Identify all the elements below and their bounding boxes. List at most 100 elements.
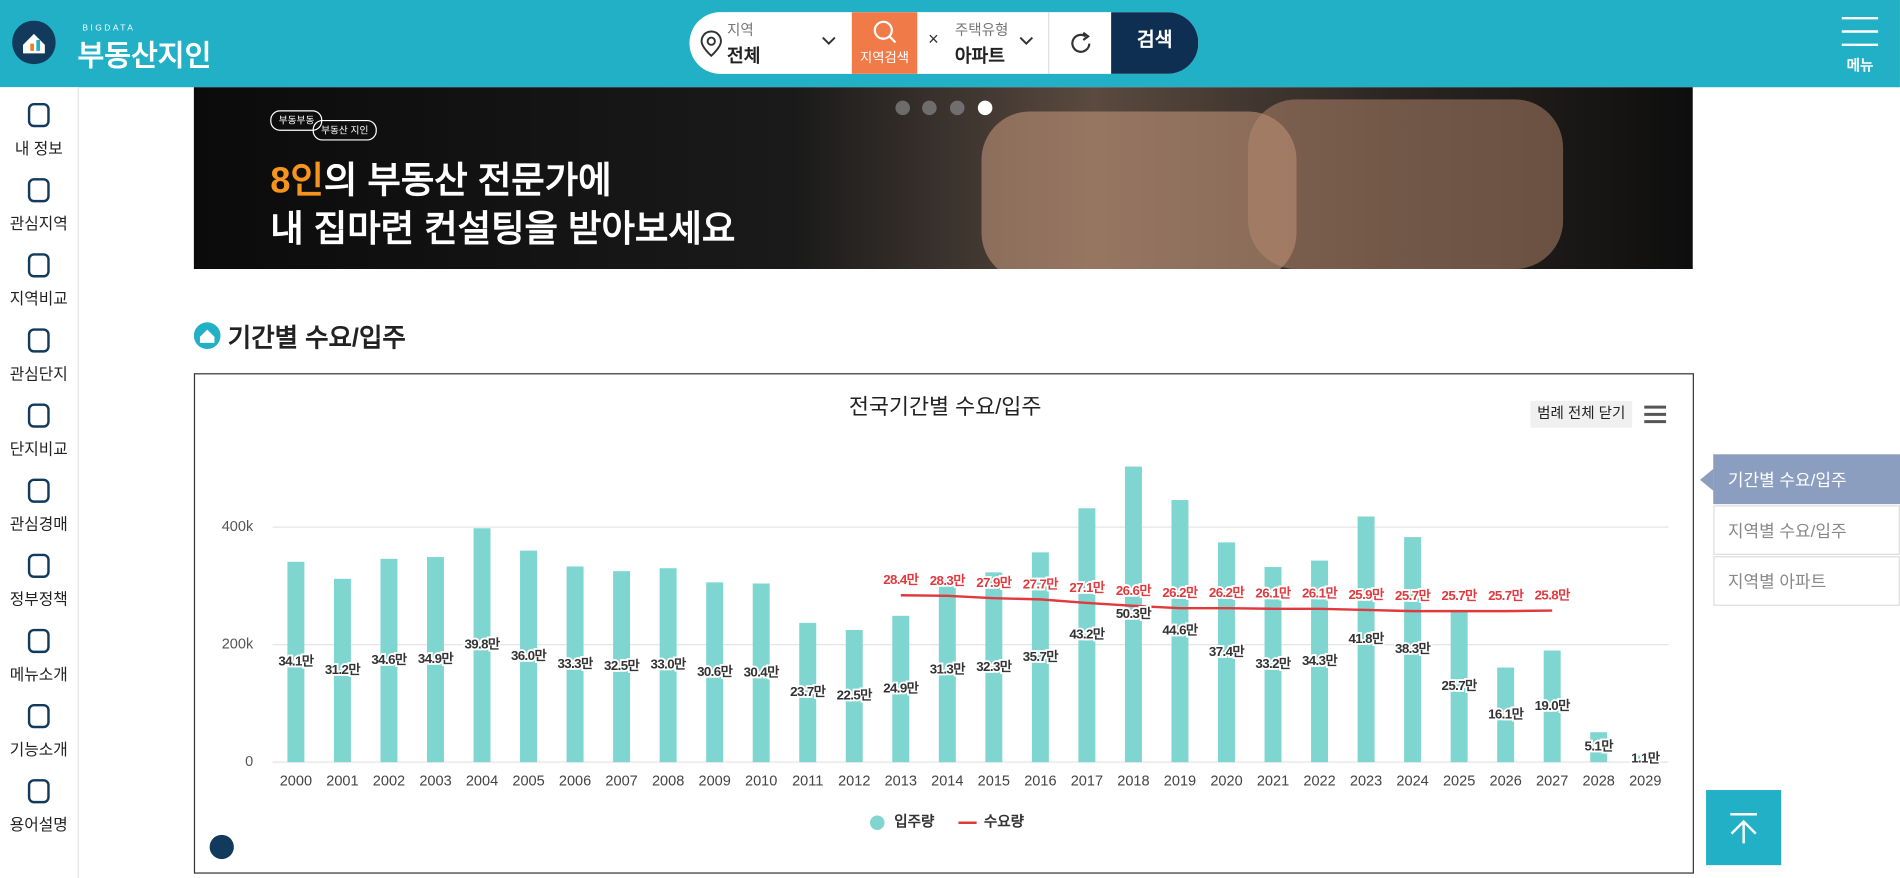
- bar: [938, 578, 956, 763]
- sidebar-item[interactable]: 관심경매: [0, 475, 78, 534]
- bar: [1311, 560, 1329, 763]
- bar: [1171, 500, 1189, 763]
- sidebar-item[interactable]: 관심단지: [0, 325, 78, 384]
- region-label: 지역: [727, 21, 754, 39]
- region-search-button[interactable]: 지역검색: [851, 12, 918, 74]
- sidebar-item[interactable]: 메뉴소개: [0, 625, 78, 684]
- data-label: 28.4만: [883, 572, 919, 587]
- logo-small: BIGDATA: [82, 24, 136, 33]
- sidebar-label[interactable]: 지역비교: [9, 289, 68, 308]
- right-nav-item[interactable]: 지역별 아파트: [1713, 556, 1900, 606]
- chart-logo: [209, 834, 234, 860]
- x-tick-label: 2001: [326, 773, 358, 789]
- data-label: 33.0만: [651, 657, 687, 672]
- data-label: 33.2만: [1255, 656, 1291, 671]
- sidebar-item[interactable]: 정부정책: [0, 550, 78, 609]
- legend-toggle-button[interactable]: [1530, 401, 1633, 428]
- data-label: 25.7만: [1442, 678, 1478, 693]
- sidebar-label[interactable]: 용어설명: [9, 815, 68, 834]
- bar: [1450, 611, 1468, 763]
- menu-label[interactable]: 메뉴: [1846, 56, 1874, 74]
- carousel-dots[interactable]: [891, 97, 1000, 119]
- legend-swatch: [870, 815, 885, 831]
- sidebar-item[interactable]: 관심지역: [0, 174, 78, 233]
- data-label: 31.2만: [325, 662, 361, 677]
- x-tick-label: 2010: [745, 773, 777, 789]
- data-label: 30.6만: [697, 664, 733, 679]
- data-label: 26.1만: [1255, 586, 1291, 601]
- chevron[interactable]: [820, 35, 837, 47]
- x-tick-label: 2023: [1350, 773, 1382, 789]
- menu-icon[interactable]: [1841, 16, 1880, 48]
- legend-toggle-label[interactable]: 범례 전체 닫기: [1537, 405, 1625, 422]
- sidebar-item[interactable]: 단지비교: [0, 400, 78, 459]
- sidebar-item[interactable]: 기능소개: [0, 700, 78, 759]
- scroll-top-button[interactable]: [1706, 790, 1782, 866]
- banner[interactable]: 부동부동 부동산 지인 8인의 부동산 전문가에 내 집마련 컨설팅을 받아보세…: [193, 87, 1693, 269]
- divider: [1048, 12, 1050, 74]
- right-nav-item[interactable]: 지역별 수요/입주: [1713, 505, 1900, 555]
- search-button[interactable]: 검색: [1111, 12, 1199, 74]
- x-tick-label: 2015: [978, 773, 1010, 789]
- chart: 전국기간별 수요/입주 범례 전체 닫기 0 200k 400k 2000 2001 20…: [193, 373, 1694, 874]
- sidebar-item[interactable]: 내 정보: [0, 99, 78, 158]
- sidebar-icon: [27, 478, 50, 503]
- sidebar-label[interactable]: 관심지역: [9, 214, 68, 233]
- data-label: 23.7만: [790, 684, 826, 699]
- bar: [613, 571, 631, 763]
- sidebar-item[interactable]: 용어설명: [0, 775, 78, 834]
- x-tick-label: 2007: [605, 773, 637, 789]
- region-search-label: 지역검색: [860, 50, 910, 66]
- clear-icon[interactable]: ×: [928, 29, 939, 50]
- x-tick-label: 2025: [1443, 773, 1475, 789]
- refresh-icon[interactable]: [1068, 30, 1095, 57]
- data-label: 25.7만: [1488, 588, 1524, 603]
- x-tick-label: 2020: [1210, 773, 1242, 789]
- x-tick-label: 2029: [1629, 773, 1661, 789]
- sidebar-label[interactable]: 내 정보: [14, 139, 63, 158]
- x-tick-label: 2008: [652, 773, 684, 789]
- sidebar-icon: [27, 779, 50, 804]
- x-tick-label: 2003: [419, 773, 451, 789]
- export-menu-icon[interactable]: [1644, 405, 1667, 424]
- x-tick-label: 2022: [1303, 773, 1335, 789]
- data-label: 31.3만: [930, 662, 966, 677]
- sidebar-label[interactable]: 단지비교: [9, 439, 68, 459]
- sidebar-label[interactable]: 정부정책: [9, 590, 68, 609]
- sidebar-label[interactable]: 메뉴소개: [9, 665, 68, 684]
- x-tick-label: 2005: [512, 773, 544, 789]
- sidebar-label[interactable]: 기능소개: [9, 740, 68, 759]
- x-tick-label: 2024: [1396, 773, 1428, 789]
- chevron[interactable]: [1018, 35, 1035, 47]
- region-value[interactable]: 전체: [727, 46, 761, 67]
- x-tick-label: 2018: [1117, 773, 1149, 789]
- sidebar-label[interactable]: 관심경매: [9, 514, 68, 534]
- x-tick-label: 2006: [559, 773, 591, 789]
- bar: [1124, 466, 1142, 763]
- type-value[interactable]: 아파트: [954, 46, 1005, 67]
- data-label: 34.3만: [1302, 653, 1338, 668]
- bar: [1357, 516, 1375, 763]
- sidebar-icon: [27, 628, 50, 654]
- data-label: 27.7만: [1023, 576, 1059, 591]
- sidebar-icon: [27, 553, 50, 578]
- data-label: 41.8만: [1349, 631, 1385, 646]
- data-label: 19.0만: [1535, 698, 1571, 713]
- x-tick-label: 2027: [1536, 773, 1568, 789]
- banner-tag: 부동산 지인: [312, 119, 377, 141]
- bar: [659, 568, 677, 763]
- data-label: 33.3만: [558, 656, 594, 671]
- sidebar-item[interactable]: 지역비교: [0, 250, 78, 309]
- data-label: 34.6만: [371, 652, 407, 667]
- x-tick-label: 2019: [1164, 773, 1196, 789]
- data-label: 27.9만: [976, 575, 1012, 590]
- bar: [1636, 755, 1654, 763]
- right-nav-item[interactable]: 기간별 수요/입주: [1713, 454, 1900, 505]
- bar: [799, 622, 817, 763]
- sidebar-label[interactable]: 관심단지: [9, 364, 68, 383]
- arrow-up-icon: [1730, 813, 1757, 844]
- bar: [706, 582, 724, 763]
- logo-icon: [12, 20, 56, 65]
- bar: [520, 550, 538, 763]
- sidebar-icon: [27, 328, 50, 353]
